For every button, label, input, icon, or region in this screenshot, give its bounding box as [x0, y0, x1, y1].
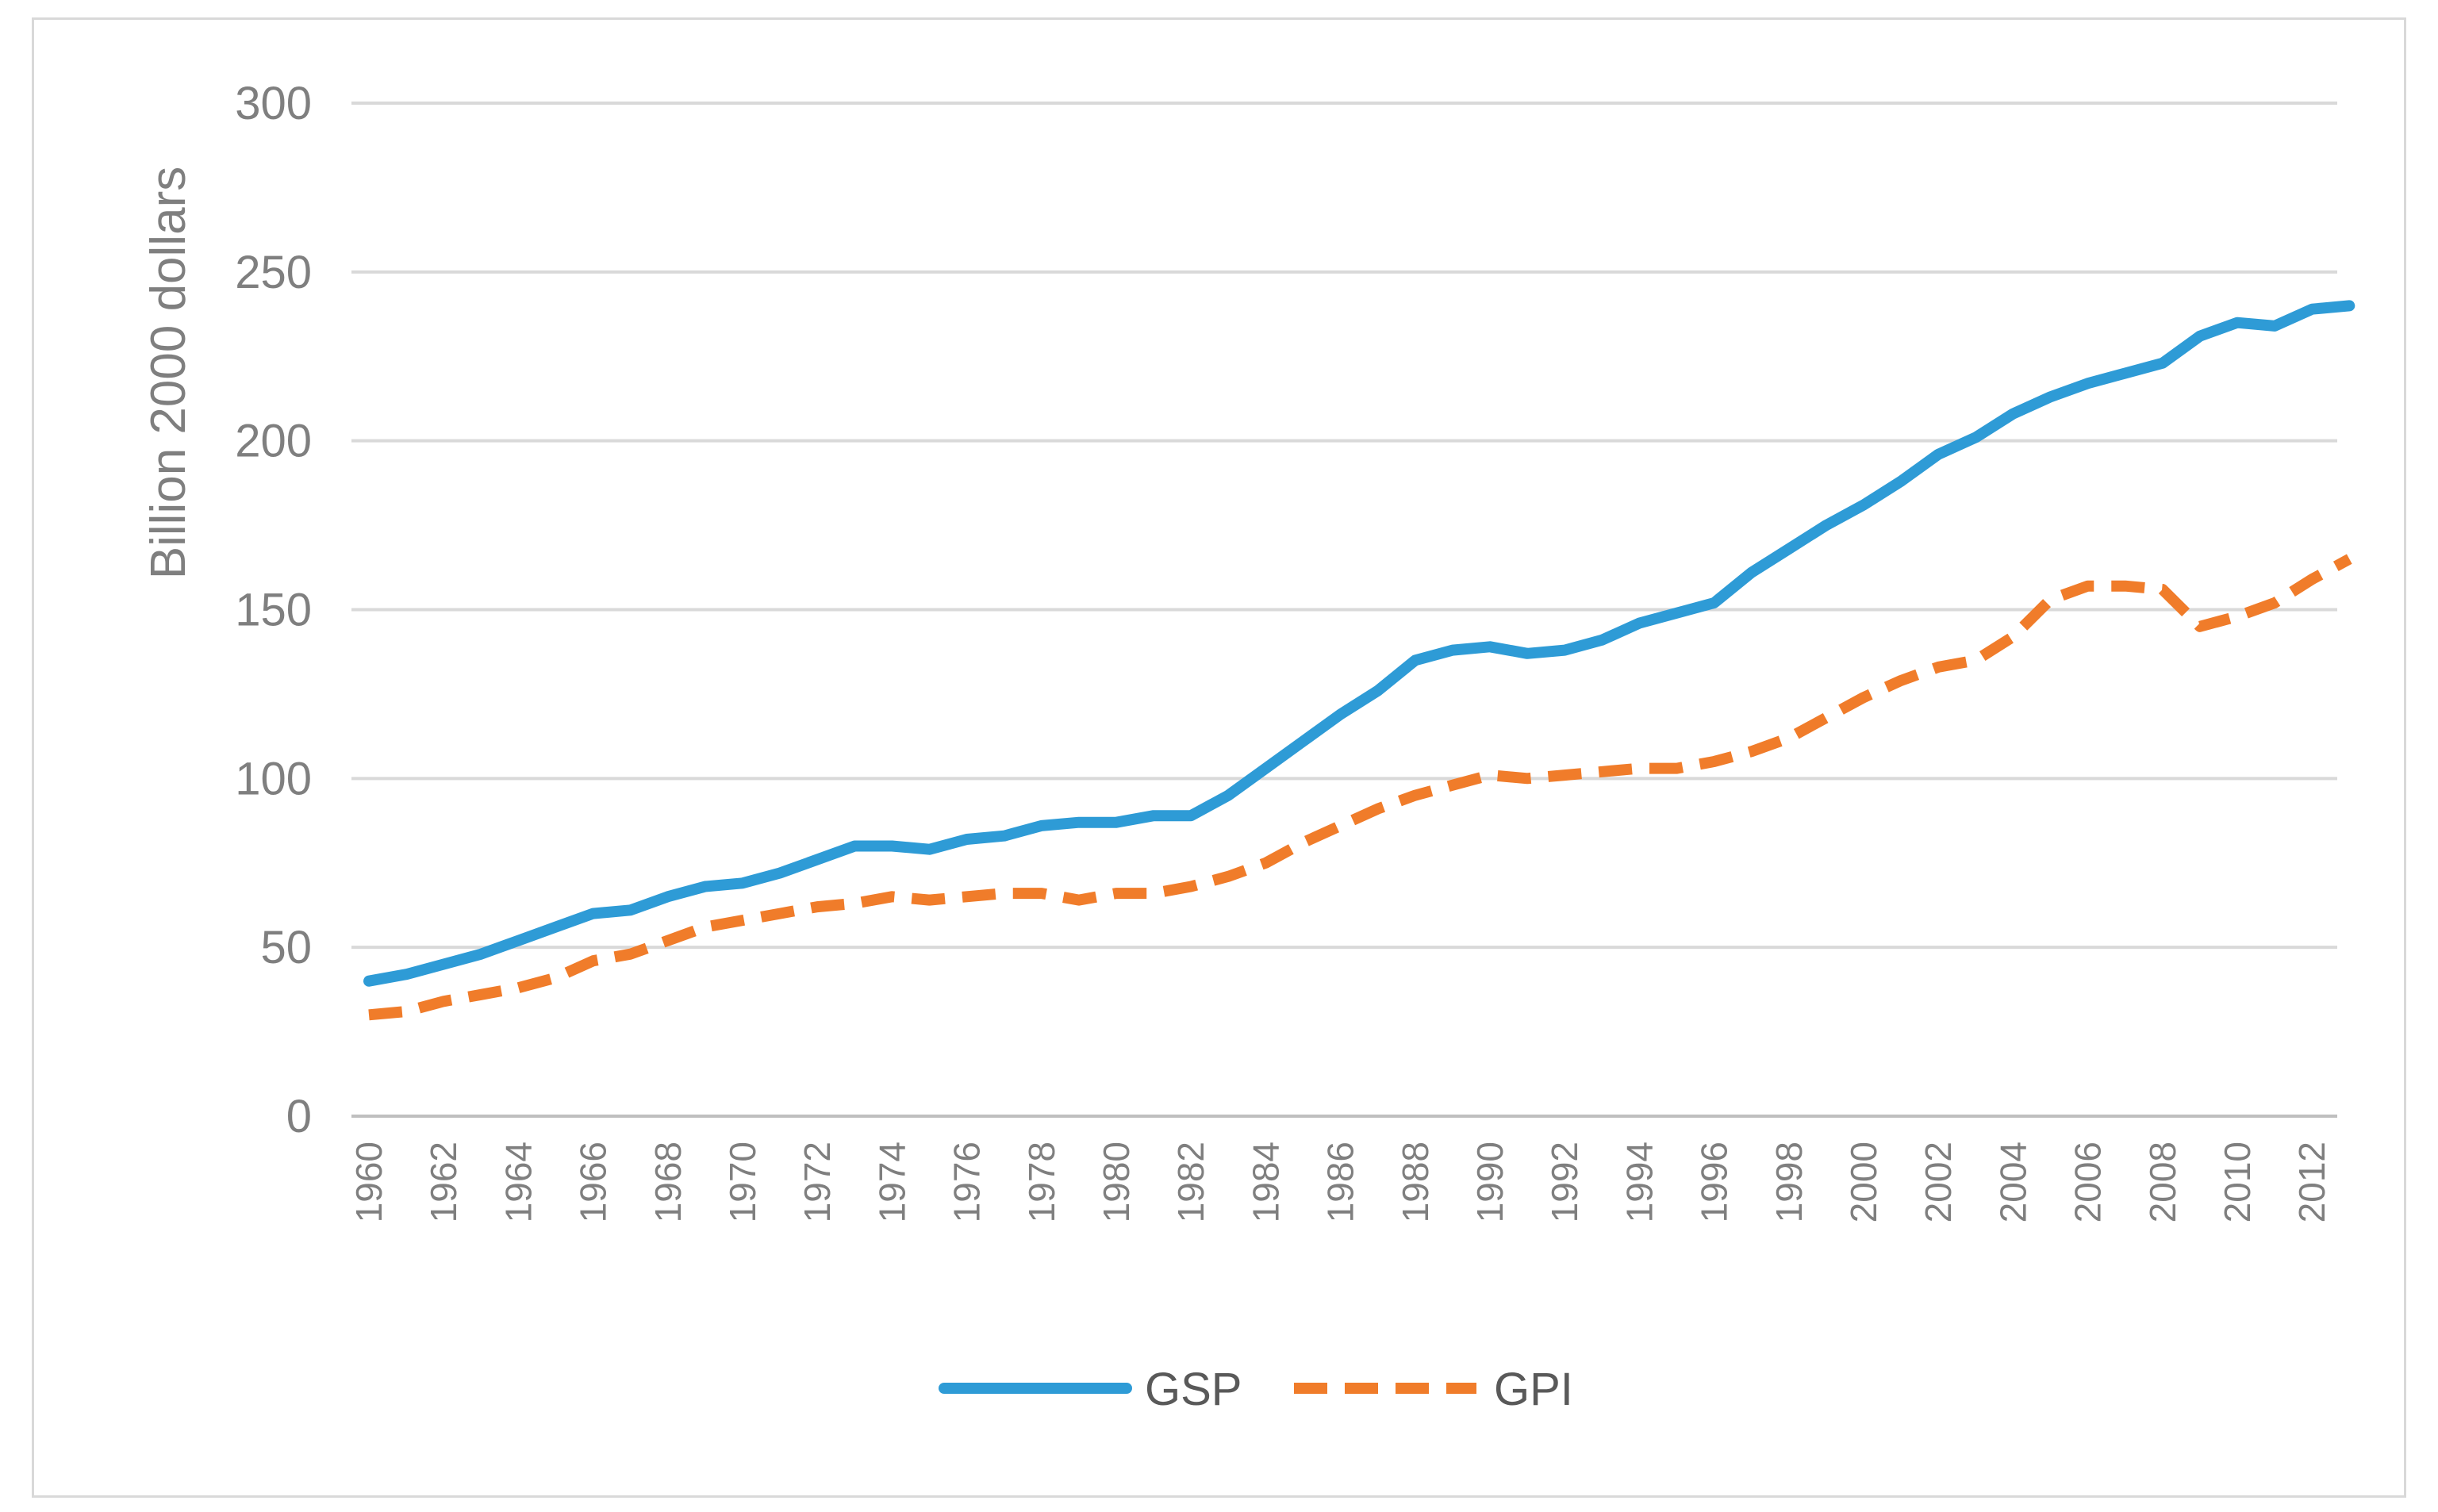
y-tick-label-150: 150: [235, 585, 312, 636]
series-gsp: [363, 300, 2355, 987]
x-tick-label-1974: 1974: [871, 1142, 912, 1222]
point-gpi-2005: [2048, 597, 2053, 602]
y-tick-label-50: 50: [260, 922, 312, 973]
point-gpi-1973: [852, 901, 857, 906]
x-tick-label-1962: 1962: [423, 1142, 464, 1222]
series-lines: [363, 300, 2355, 1021]
x-tick-label-1960: 1960: [348, 1142, 390, 1222]
y-axis-ticks: 0 50 100 150 200 250 300: [235, 78, 312, 1142]
x-tick-label-1964: 1964: [497, 1142, 539, 1222]
x-tick-label-2004: 2004: [1992, 1142, 2033, 1222]
x-tick-label-1984: 1984: [1245, 1142, 1286, 1222]
series-line-gsp: [363, 300, 2355, 987]
x-tick-label-1992: 1992: [1544, 1142, 1585, 1222]
x-tick-label-1968: 1968: [647, 1142, 689, 1222]
gridlines: [351, 102, 2337, 1118]
point-gpi-1981: [1151, 891, 1156, 896]
y-tick-label-300: 300: [235, 78, 312, 129]
x-tick-label-2012: 2012: [2291, 1142, 2332, 1222]
series-gpi: [368, 554, 2352, 1021]
x-tick-label-2000: 2000: [1843, 1142, 1884, 1222]
point-gpi-2010: [2235, 614, 2240, 619]
point-gpi-1994: [1637, 766, 1641, 771]
point-gpi-1990: [1488, 773, 1492, 777]
point-gpi-1965: [554, 975, 559, 980]
x-tick-label-2002: 2002: [1918, 1142, 1959, 1222]
point-gpi-1969: [703, 925, 708, 930]
legend: GSP GPI: [939, 1364, 1573, 1415]
x-tick-label-1990: 1990: [1469, 1142, 1511, 1222]
point-gpi-2004: [2010, 635, 2015, 639]
point-gpi-1961: [404, 1009, 409, 1014]
y-tick-label-0: 0: [286, 1091, 312, 1142]
x-axis-ticks: 1960 1962 1964 1966 1968 1970 1972 1974 1976 1978…: [348, 1142, 2332, 1222]
y-axis-title: Billion 2000 dollars: [141, 167, 196, 579]
x-tick-label-1988: 1988: [1395, 1142, 1436, 1222]
point-gpi-1998: [1787, 735, 1791, 740]
x-tick-label-1998: 1998: [1768, 1142, 1810, 1222]
x-tick-label-1980: 1980: [1096, 1142, 1137, 1222]
x-tick-label-2008: 2008: [2142, 1142, 2183, 1222]
y-tick-label-200: 200: [235, 416, 312, 467]
x-tick-label-1982: 1982: [1170, 1142, 1211, 1222]
x-tick-label-1966: 1966: [573, 1142, 614, 1222]
y-tick-label-250: 250: [235, 247, 312, 298]
x-tick-label-1996: 1996: [1694, 1142, 1735, 1222]
point-gpi-1977: [1002, 891, 1007, 896]
y-tick-label-100: 100: [235, 753, 312, 804]
x-tick-label-1978: 1978: [1021, 1142, 1062, 1222]
x-tick-label-2006: 2006: [2068, 1142, 2109, 1222]
x-tick-label-1986: 1986: [1320, 1142, 1361, 1222]
x-tick-label-1970: 1970: [722, 1142, 763, 1222]
point-gpi-2003: [1973, 658, 1978, 662]
chart-frame: 0 50 100 150 200 250 300 1960 1962 1964 1966 1968 1…: [32, 17, 2406, 1498]
x-tick-label-2010: 2010: [2217, 1142, 2258, 1222]
x-tick-label-1994: 1994: [1618, 1142, 1660, 1222]
point-gpi-1985: [1301, 840, 1306, 845]
legend-label-gpi: GPI: [1494, 1364, 1573, 1415]
x-tick-label-1976: 1976: [946, 1142, 988, 1222]
legend-label-gsp: GSP: [1145, 1364, 1242, 1415]
series-line-gpi: [368, 554, 2352, 1021]
x-tick-label-1972: 1972: [797, 1142, 838, 1222]
point-gpi-1986: [1338, 823, 1343, 828]
